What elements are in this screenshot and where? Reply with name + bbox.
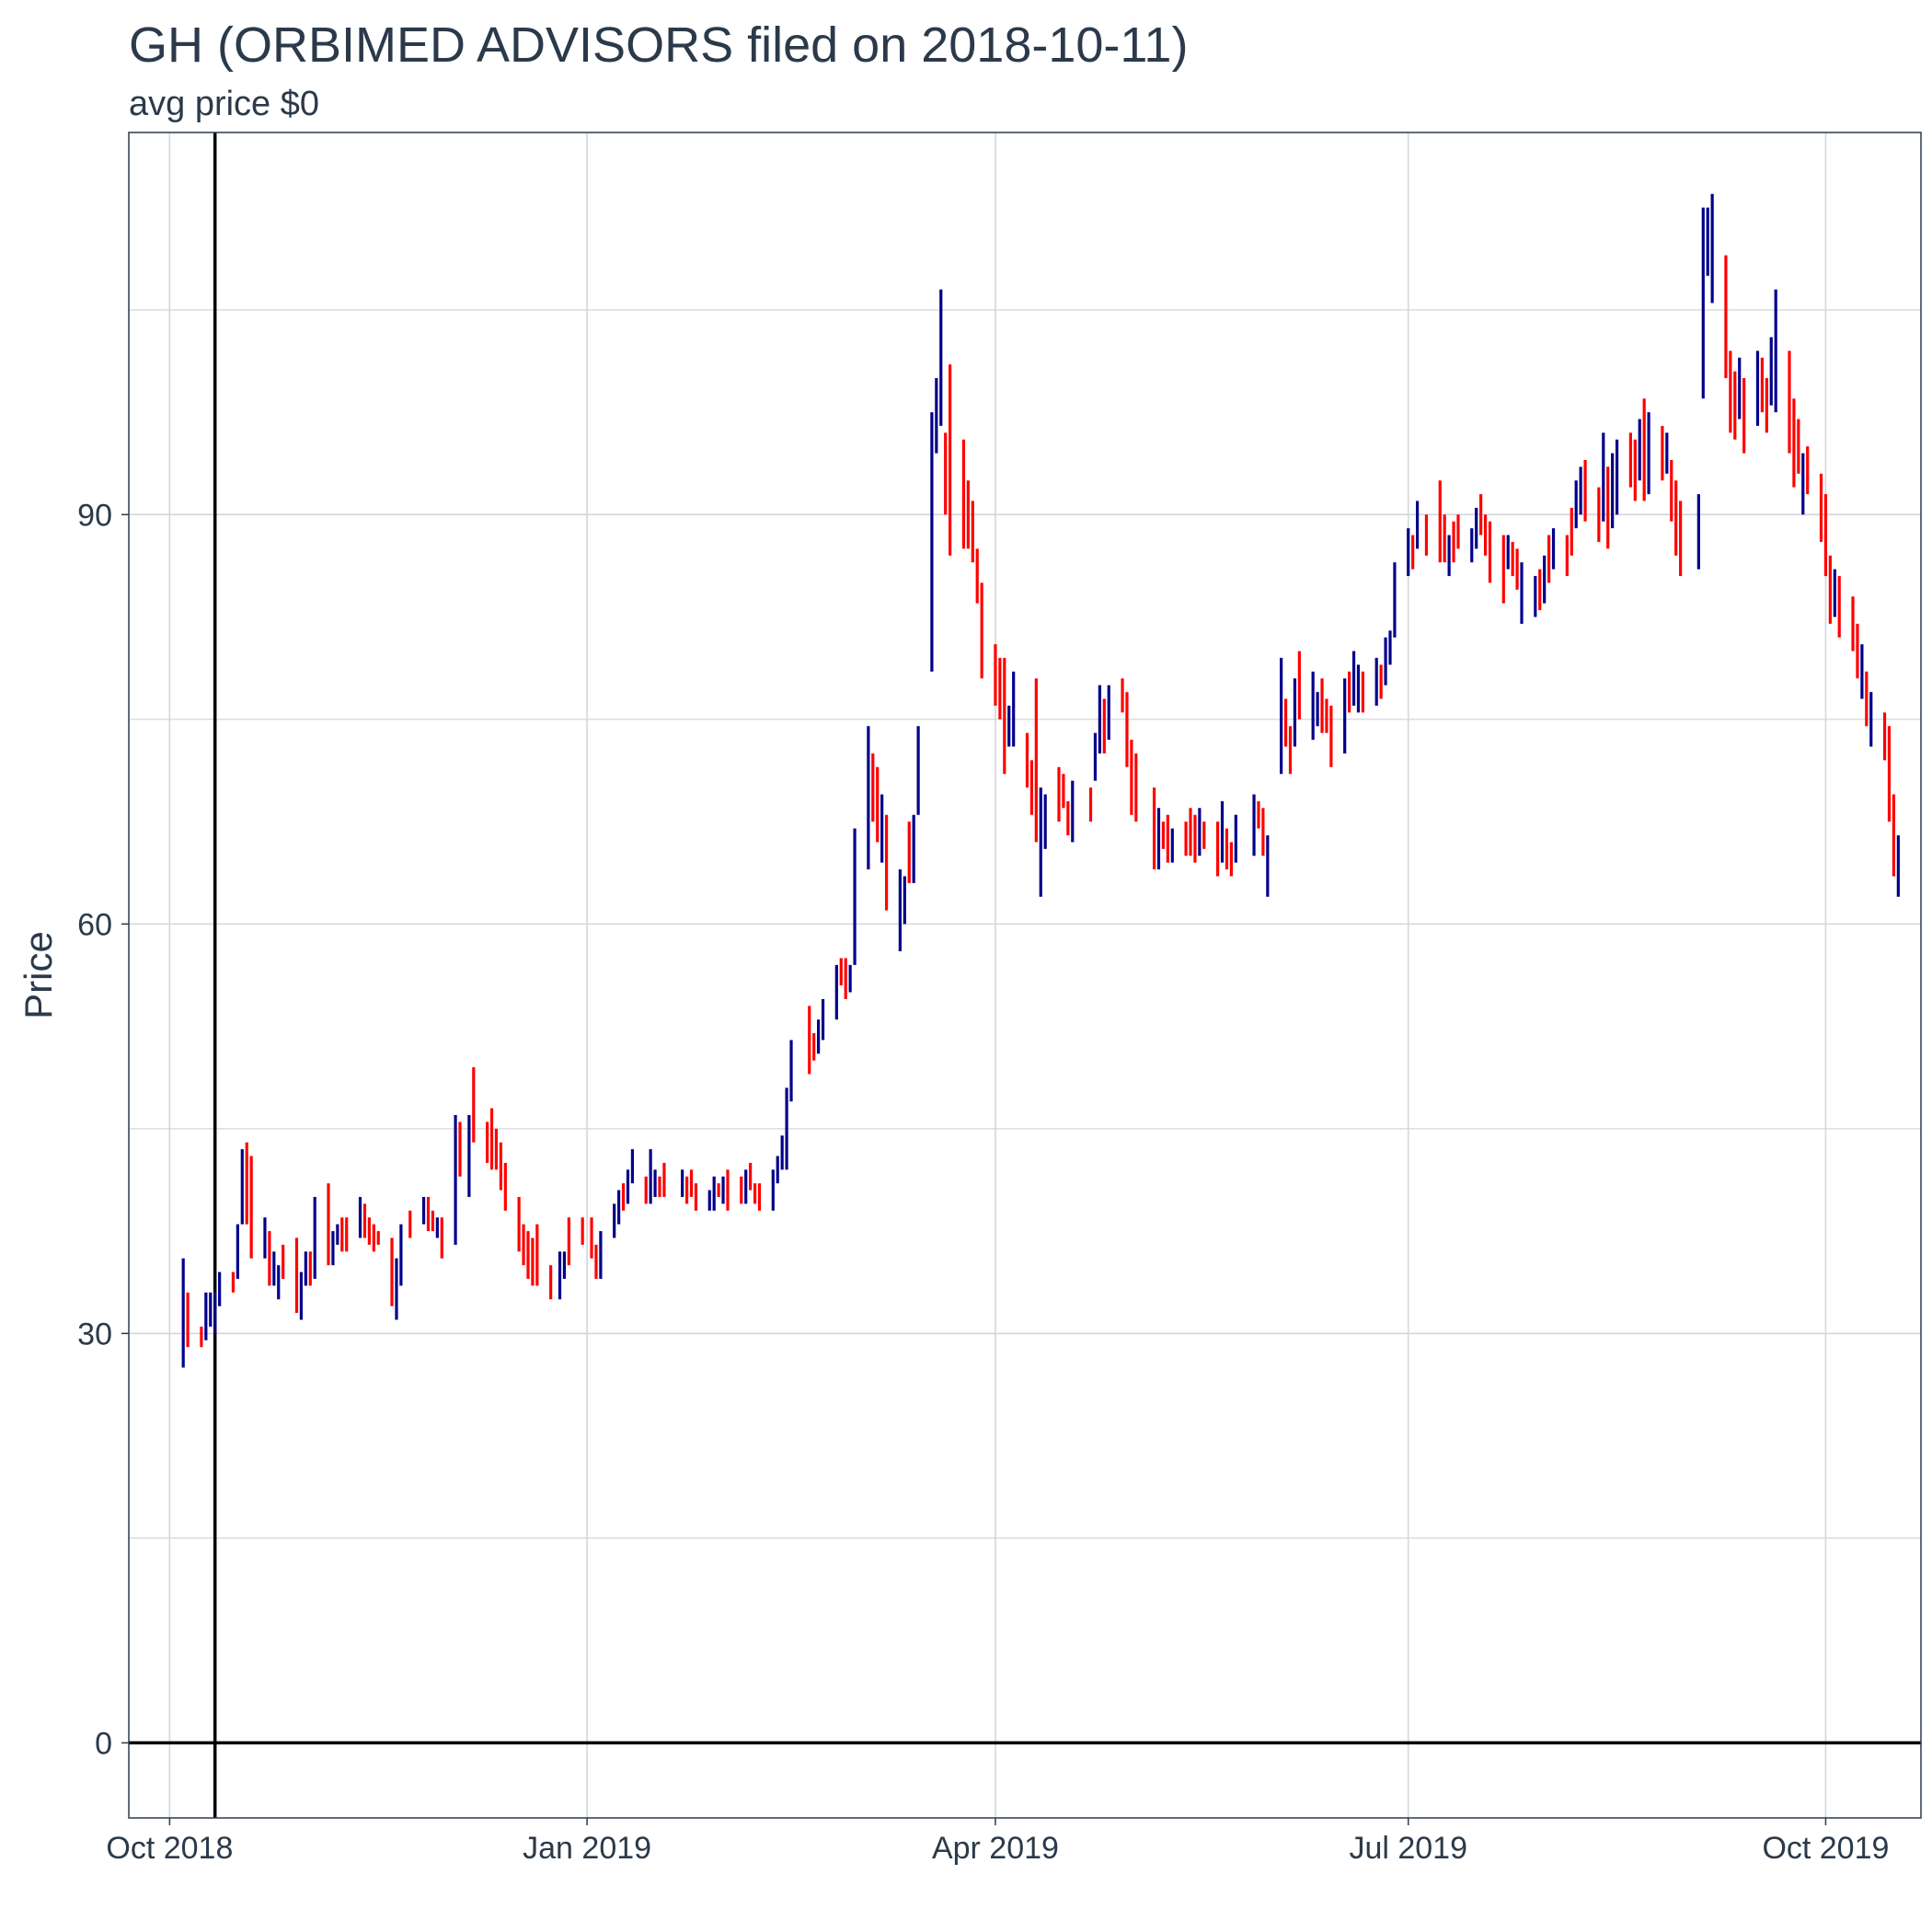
y-axis-title: Price bbox=[17, 931, 60, 1019]
reference-lines bbox=[129, 132, 1921, 1818]
chart-title: GH (ORBIMED ADVISORS filed on 2018-10-11… bbox=[129, 17, 1189, 73]
x-tick-label: Jan 2019 bbox=[523, 1831, 651, 1866]
y-tick-label: 0 bbox=[95, 1726, 112, 1761]
x-tick-label: Jul 2019 bbox=[1349, 1831, 1467, 1866]
x-axis-ticks: Oct 2018 Jan 2019 Apr 2019 Jul 2019 Oct 2019 bbox=[106, 1818, 1889, 1866]
x-tick-label: Oct 2019 bbox=[1762, 1831, 1889, 1866]
price-bars bbox=[181, 193, 1900, 1368]
y-tick-label: 30 bbox=[77, 1317, 112, 1351]
x-tick-label: Oct 2018 bbox=[106, 1831, 233, 1866]
y-axis-ticks: 0 30 60 90 bbox=[77, 498, 129, 1761]
plot-panel-border bbox=[128, 132, 1922, 1819]
chart-subtitle: avg price $0 bbox=[129, 85, 320, 123]
y-tick-label: 90 bbox=[77, 498, 112, 533]
y-tick-label: 60 bbox=[77, 907, 112, 942]
grid-lines bbox=[129, 132, 1921, 1818]
x-tick-label: Apr 2019 bbox=[932, 1831, 1059, 1866]
